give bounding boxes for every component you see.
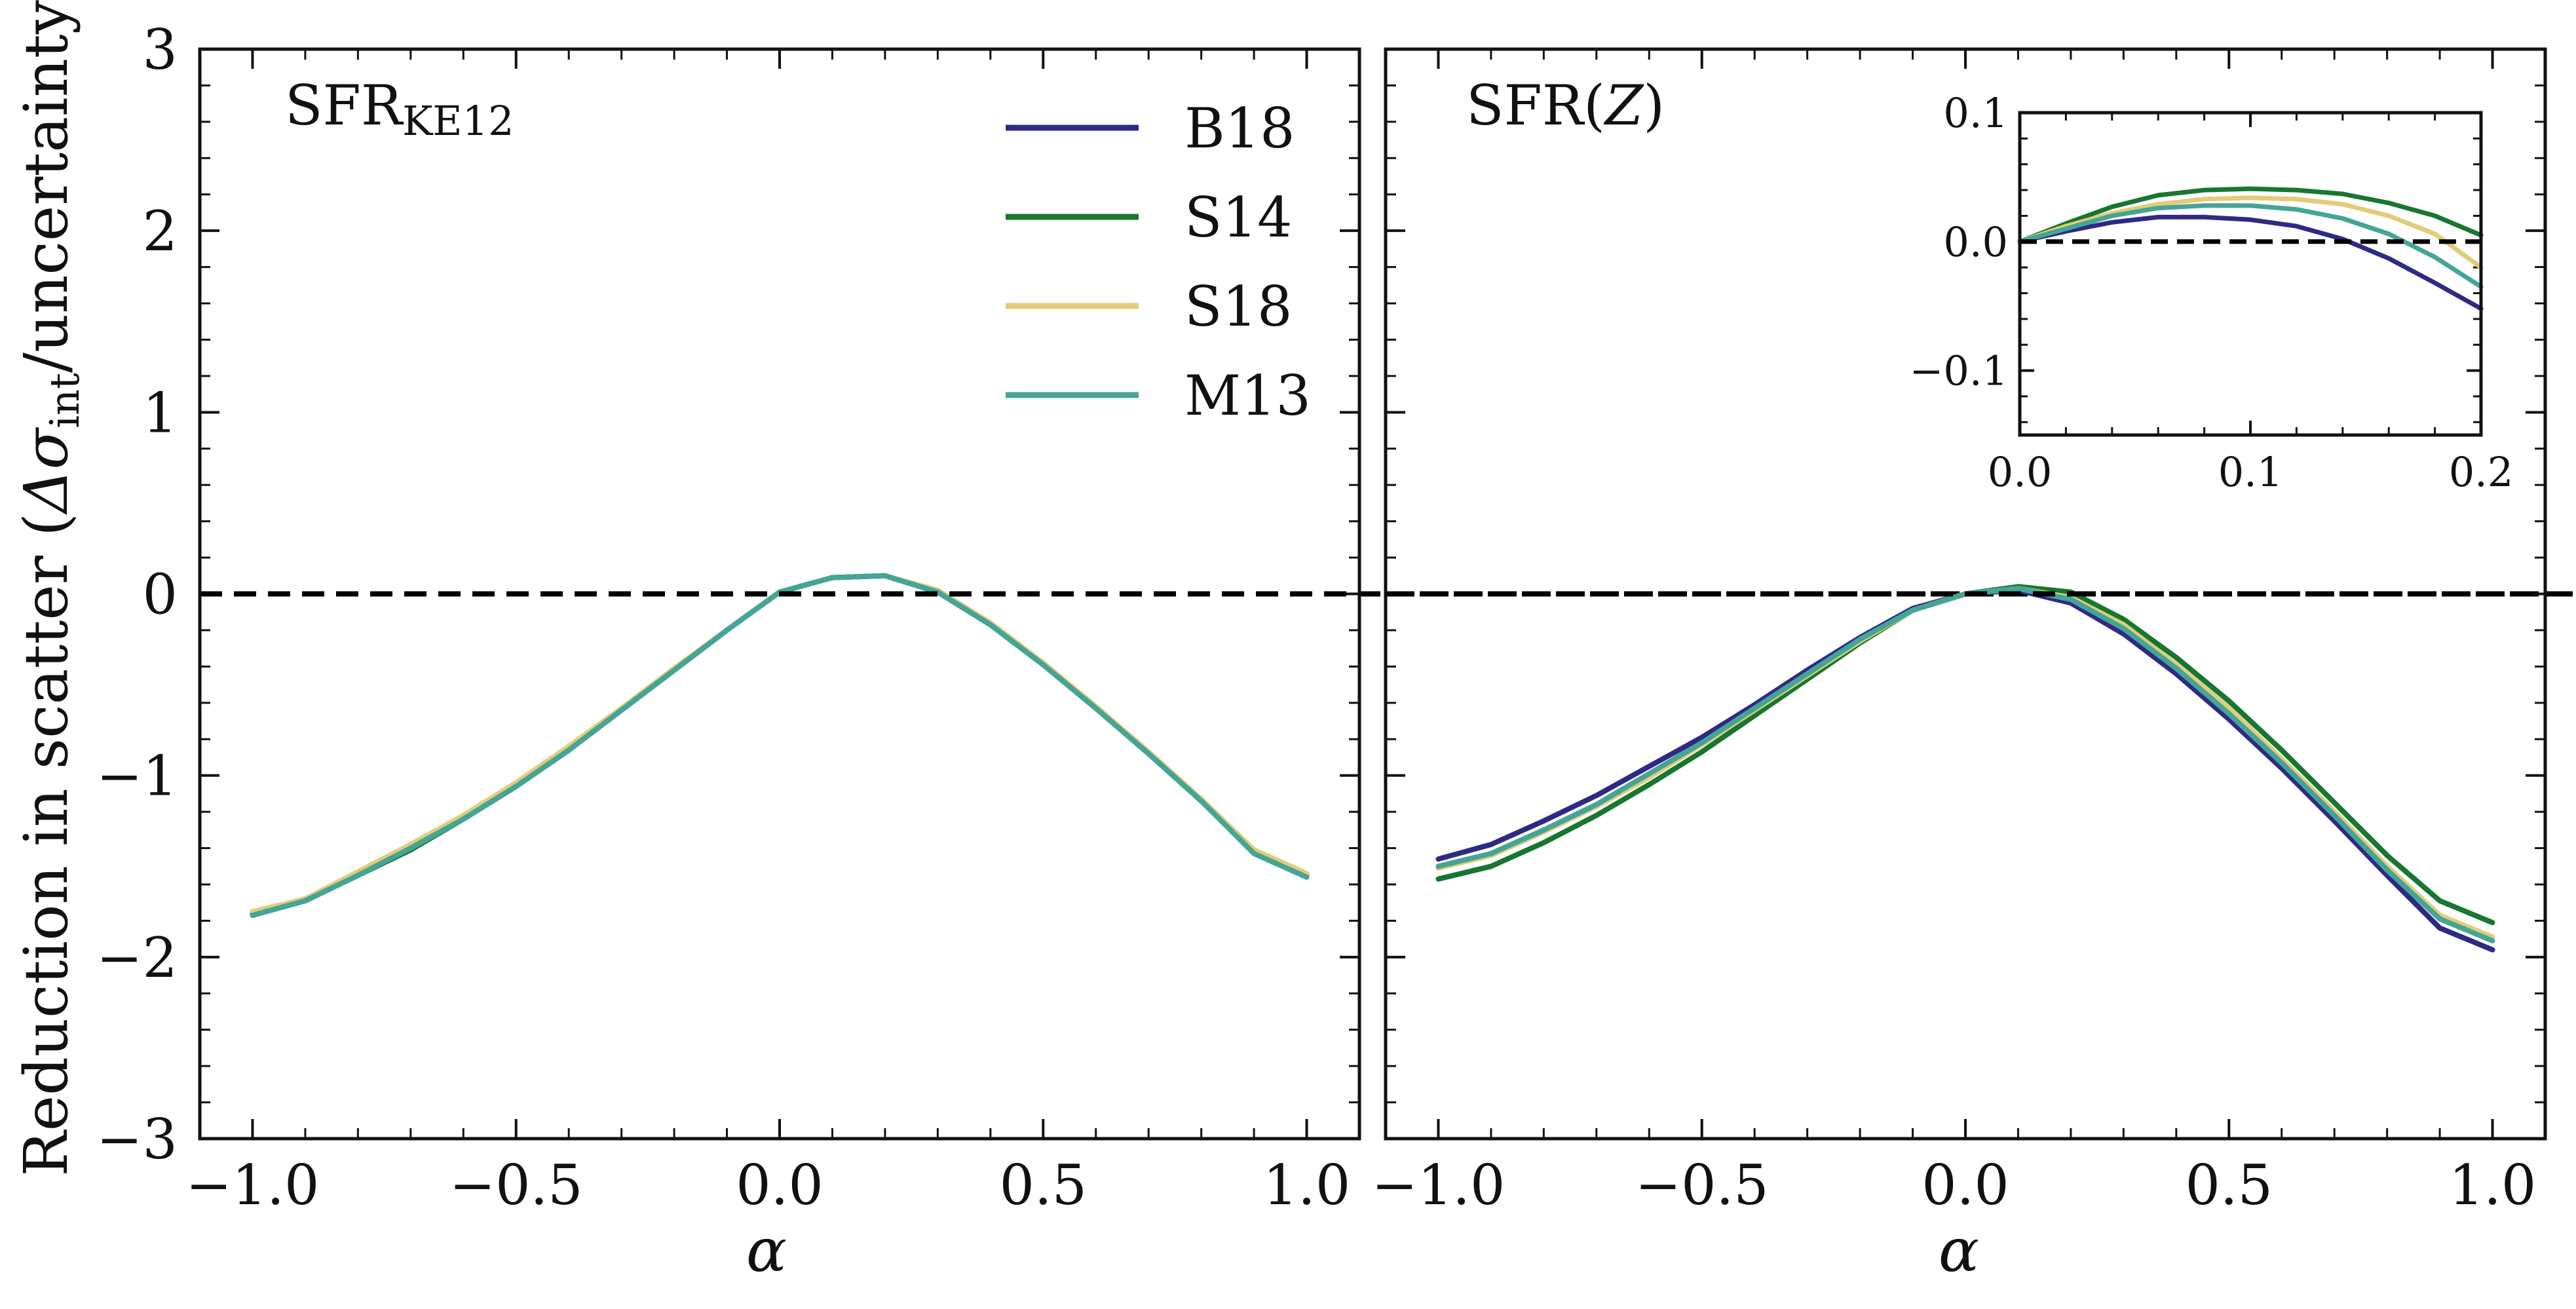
inset-y-tick-label: 0.0 [1943,218,2008,266]
left-series-line-b18 [250,573,1310,917]
right-panel-title: SFR(Z) [1466,73,1665,138]
left-x-axis-label: α [746,1215,787,1285]
left-y-tick-label: −3 [96,1107,178,1171]
left-x-tick-label: −0.5 [449,1153,583,1217]
left-y-tick-label: 0 [143,563,178,627]
left-x-tick-label: 0.0 [736,1153,824,1217]
inset-series-line-b18 [2017,214,2484,311]
inset-frame [2018,111,2483,437]
y-axis-label-sub: int [41,373,88,428]
inset-y-tick-label: −0.1 [1909,347,2008,395]
legend-label-b18: B18 [1184,96,1295,161]
left-series-line-s18 [250,573,1310,915]
inset-series-line-s14 [2017,186,2484,244]
inset-panel: 0.0 0.1 0.2 −0.1 0.0 0.1 [1909,89,2513,496]
right-x-tick-label: 0.0 [1922,1153,2009,1217]
right-panel-title-var: Z [1603,73,1644,138]
left-panel-title: SFRKE12 [285,73,514,145]
inset-series-line-m13 [2017,203,2484,290]
left-y-tick-label: −2 [96,926,178,990]
legend-label-s14: S14 [1184,185,1292,250]
right-x-tick-label: −1.0 [1371,1153,1505,1217]
y-axis-label-delta: Δσ [11,427,81,515]
left-y-tick-label: −1 [96,744,178,808]
legend: B18 S14 S18 M13 [1006,96,1311,428]
left-x-tick-label: 0.5 [999,1153,1087,1217]
inset-y-tick-label: 0.1 [1943,89,2008,137]
right-frame [1384,47,2547,1141]
inset-series-line-s18 [2017,195,2484,270]
left-series-line-s14 [250,573,1310,919]
left-y-tick-label: 1 [143,381,178,445]
inset-x-tick-label: 0.1 [2218,448,2283,496]
left-frame [198,47,1361,1141]
right-x-axis-label: α [1939,1215,1979,1285]
right-series-line-s18 [1435,586,2495,940]
right-panel-title-close: ) [1643,73,1665,138]
right-x-tick-label: 1.0 [2449,1153,2537,1217]
left-x-tick-label: −1.0 [185,1153,319,1217]
right-series-line-m13 [1435,586,2495,943]
inset-x-tick-label: 0.0 [1988,448,2053,496]
right-x-tick-label: −0.5 [1635,1153,1769,1217]
right-series-line-s14 [1435,584,2495,926]
left-y-tick-label: 3 [143,18,178,82]
left-panel: SFRKE12 −1.0 −0.5 0.0 0.5 1.0 −3 −2 −1 0 1 2 3 [96,18,2576,1217]
inset-background [2020,113,2481,435]
right-x-tick-label: 0.5 [2185,1153,2273,1217]
left-panel-title-sub: KE12 [402,97,514,145]
y-axis-label-tail: /uncertainty) [11,0,81,373]
right-panel: SFR(Z) −1.0 −0.5 0.0 0.5 1.0 [1371,47,2576,1217]
left-panel-title-main: SFR [285,73,404,138]
left-x-tick-label: 1.0 [1263,1153,1351,1217]
right-series-line-b18 [1435,588,2495,953]
left-series-line-m13 [250,573,1310,919]
left-y-tick-label: 2 [143,199,178,263]
legend-label-m13: M13 [1184,364,1311,428]
y-axis-label-main: Reduction in scatter ( [11,513,81,1177]
inset-x-tick-label: 0.2 [2449,448,2514,496]
legend-label-s18: S18 [1184,275,1292,339]
y-axis-label: Reduction in scatter (Δσint/uncertainty) [11,0,88,1177]
right-panel-title-main: SFR( [1466,73,1605,138]
